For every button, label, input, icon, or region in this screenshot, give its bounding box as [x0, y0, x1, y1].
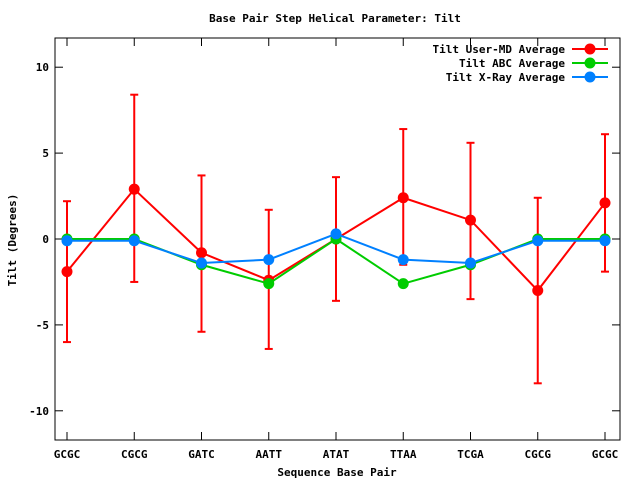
legend-swatch-marker [584, 57, 596, 69]
legend-label: Tilt ABC Average [459, 57, 565, 70]
y-tick-label: 5 [42, 147, 49, 160]
data-point [532, 285, 544, 297]
x-tick-label: CGCG [121, 448, 148, 461]
data-point [263, 254, 275, 266]
legend-swatch-marker [584, 43, 596, 55]
x-tick-label: TCGA [457, 448, 484, 461]
data-point [465, 214, 476, 226]
data-point [532, 235, 544, 247]
y-tick-label: 10 [36, 61, 49, 74]
x-tick-label: AATT [256, 448, 283, 461]
data-point [196, 247, 207, 259]
x-tick-label: ATAT [323, 448, 350, 461]
legend-swatch-marker [584, 71, 596, 83]
data-point [599, 197, 611, 209]
x-tick-label: CGCG [525, 448, 552, 461]
data-point [128, 183, 140, 195]
data-point [397, 254, 409, 266]
chart-title: Base Pair Step Helical Parameter: Tilt [209, 12, 461, 25]
data-point [397, 192, 409, 204]
legend-label: Tilt User-MD Average [433, 43, 566, 56]
series-lines [61, 183, 611, 297]
x-axis: GCGC CGCG GATC AATT ATAT TTAA TCGA CGCG GCGC [54, 38, 619, 461]
x-axis-label: Sequence Base Pair [277, 466, 397, 479]
y-tick-label: 0 [42, 233, 49, 246]
data-point [128, 235, 140, 247]
y-axis-label: Tilt (Degrees) [6, 194, 19, 287]
legend-label: Tilt X-Ray Average [446, 71, 566, 84]
x-tick-label: TTAA [390, 448, 417, 461]
data-point [330, 228, 342, 240]
data-point [61, 266, 73, 278]
data-point [465, 257, 476, 269]
y-tick-label: -5 [36, 319, 49, 332]
x-tick-label: GATC [188, 448, 215, 461]
y-tick-label: -10 [29, 405, 49, 418]
x-tick-label: GCGC [54, 448, 81, 461]
data-point [599, 235, 611, 247]
data-point [263, 278, 275, 290]
y-axis: -10 -5 0 5 10 [29, 61, 620, 418]
data-point [196, 257, 207, 269]
x-tick-label: GCGC [592, 448, 619, 461]
data-point [61, 235, 73, 247]
data-point [397, 278, 409, 290]
